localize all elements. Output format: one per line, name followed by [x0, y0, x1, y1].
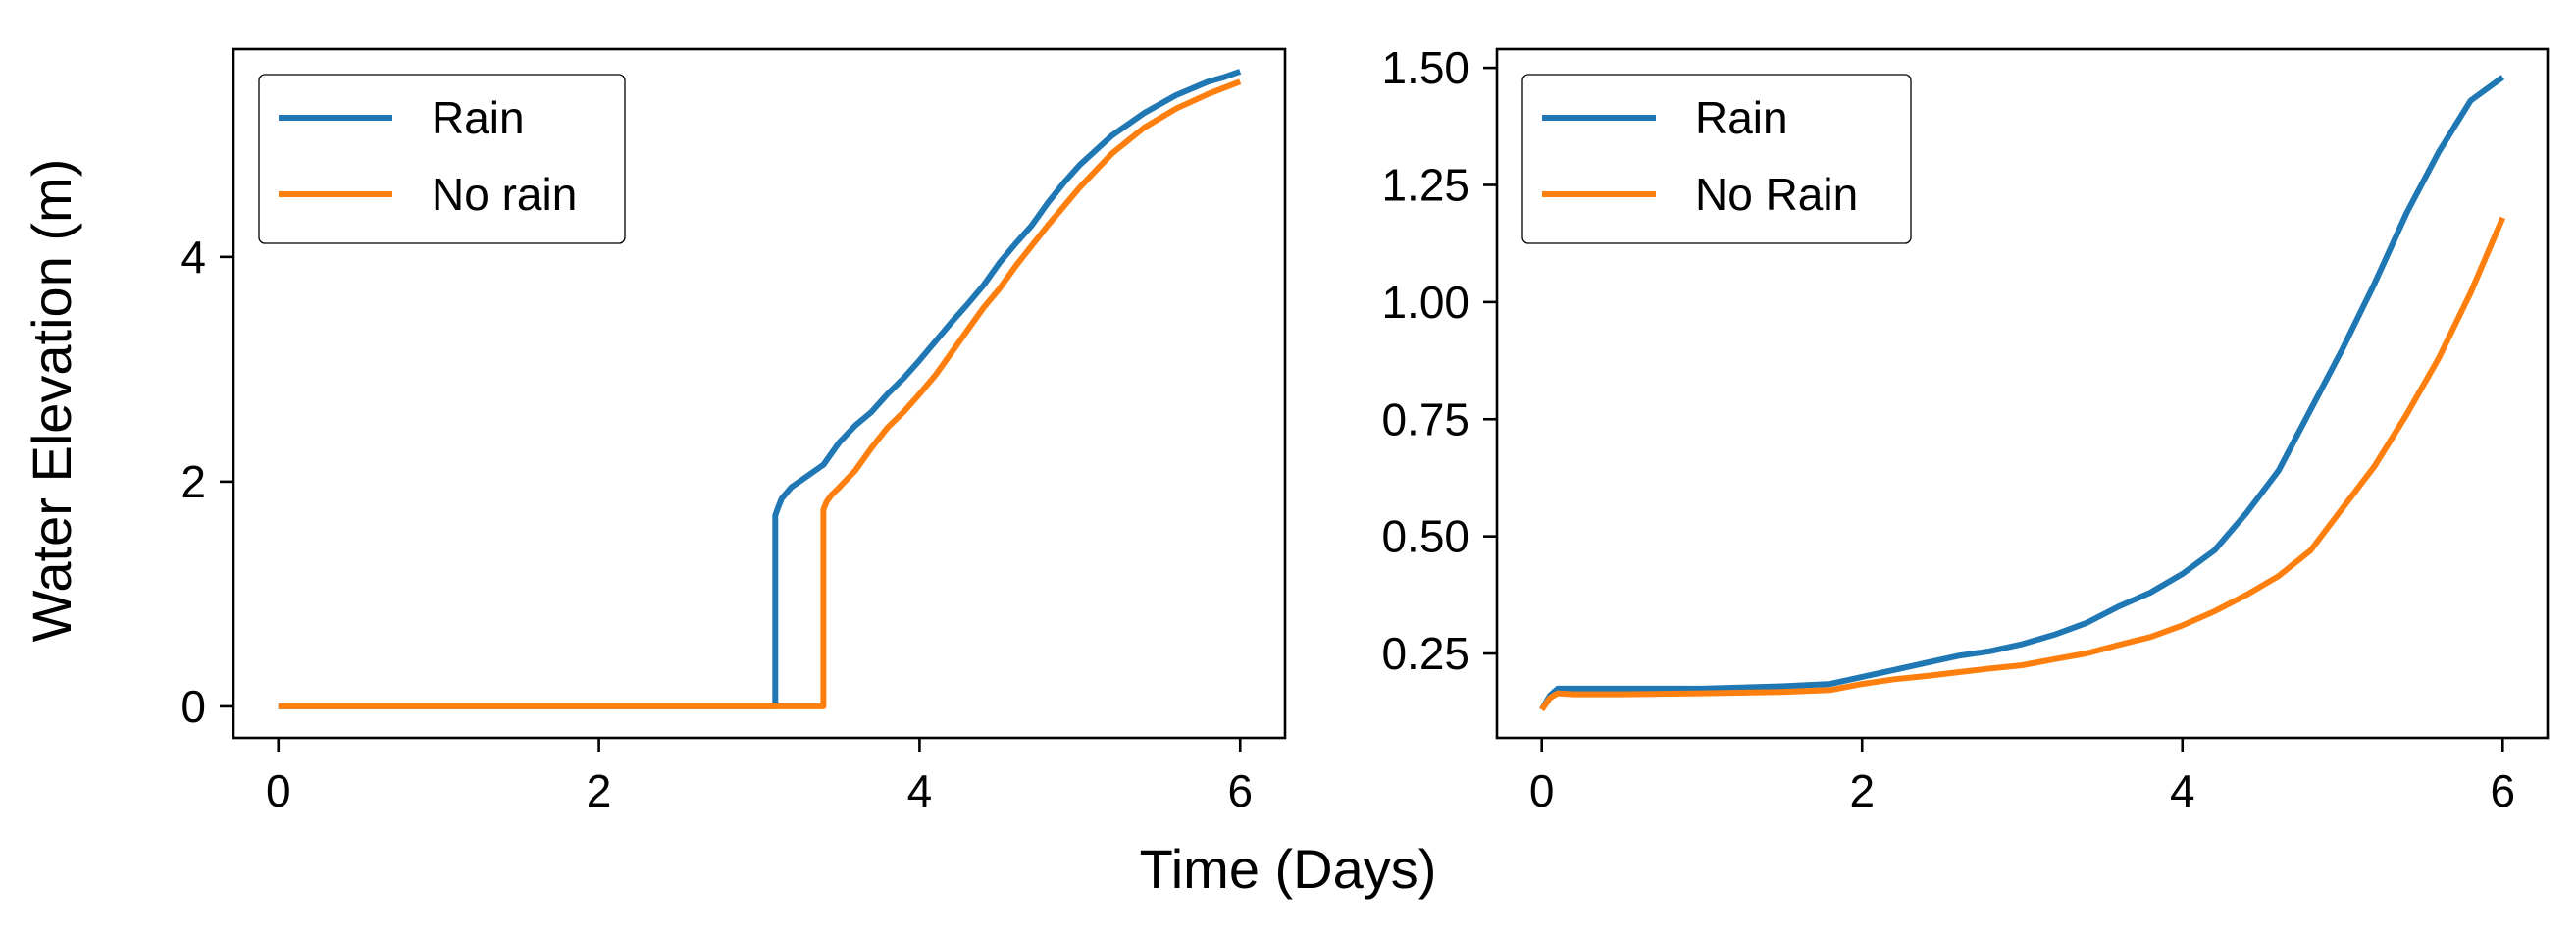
x-tick-label: 4: [907, 765, 933, 816]
y-tick-label: 0: [180, 681, 206, 732]
legend-label: Rain: [1695, 92, 1788, 143]
y-tick-label: 1.50: [1381, 42, 1469, 93]
x-tick-label: 0: [266, 765, 291, 816]
y-axis-label: Water Elevation (m): [21, 159, 82, 643]
series-line-rain: [1539, 75, 2505, 711]
legend: Rain No rain: [258, 74, 626, 244]
x-tick-label: 6: [2490, 765, 2515, 816]
x-axis-label: Time (Days): [1140, 838, 1437, 900]
legend-label: Rain: [432, 92, 525, 143]
x-tick-label: 2: [1849, 765, 1875, 816]
series-line-no-rain: [1539, 216, 2506, 712]
legend-label: No rain: [432, 169, 577, 220]
right-panel: 0 2 4 6 0.25 0.50 0.75 1.00 1.25 1.50 Rain No Rain: [1381, 42, 2550, 816]
y-tick-label: 1.00: [1381, 277, 1469, 328]
plot-frame: [232, 47, 1287, 740]
y-tick-label: 0.75: [1381, 393, 1469, 444]
y-tick-label: 1.25: [1381, 159, 1469, 210]
plot-frame: [1495, 47, 2550, 740]
y-tick-label: 0.25: [1381, 628, 1469, 679]
x-tick-label: 4: [2170, 765, 2195, 816]
legend: Rain No Rain: [1521, 74, 1912, 244]
left-panel: 0 2 4 6 0 2 4 Rain No rain: [180, 47, 1287, 816]
x-tick-label: 6: [1227, 765, 1253, 816]
legend-label: No Rain: [1695, 169, 1858, 220]
y-tick-label: 4: [180, 232, 206, 283]
series-line-no-rain: [278, 78, 1242, 709]
series-line-rain: [278, 69, 1242, 709]
y-tick-label: 2: [180, 456, 206, 507]
y-tick-label: 0.50: [1381, 511, 1469, 562]
x-tick-label: 2: [587, 765, 612, 816]
x-tick-label: 0: [1529, 765, 1555, 816]
